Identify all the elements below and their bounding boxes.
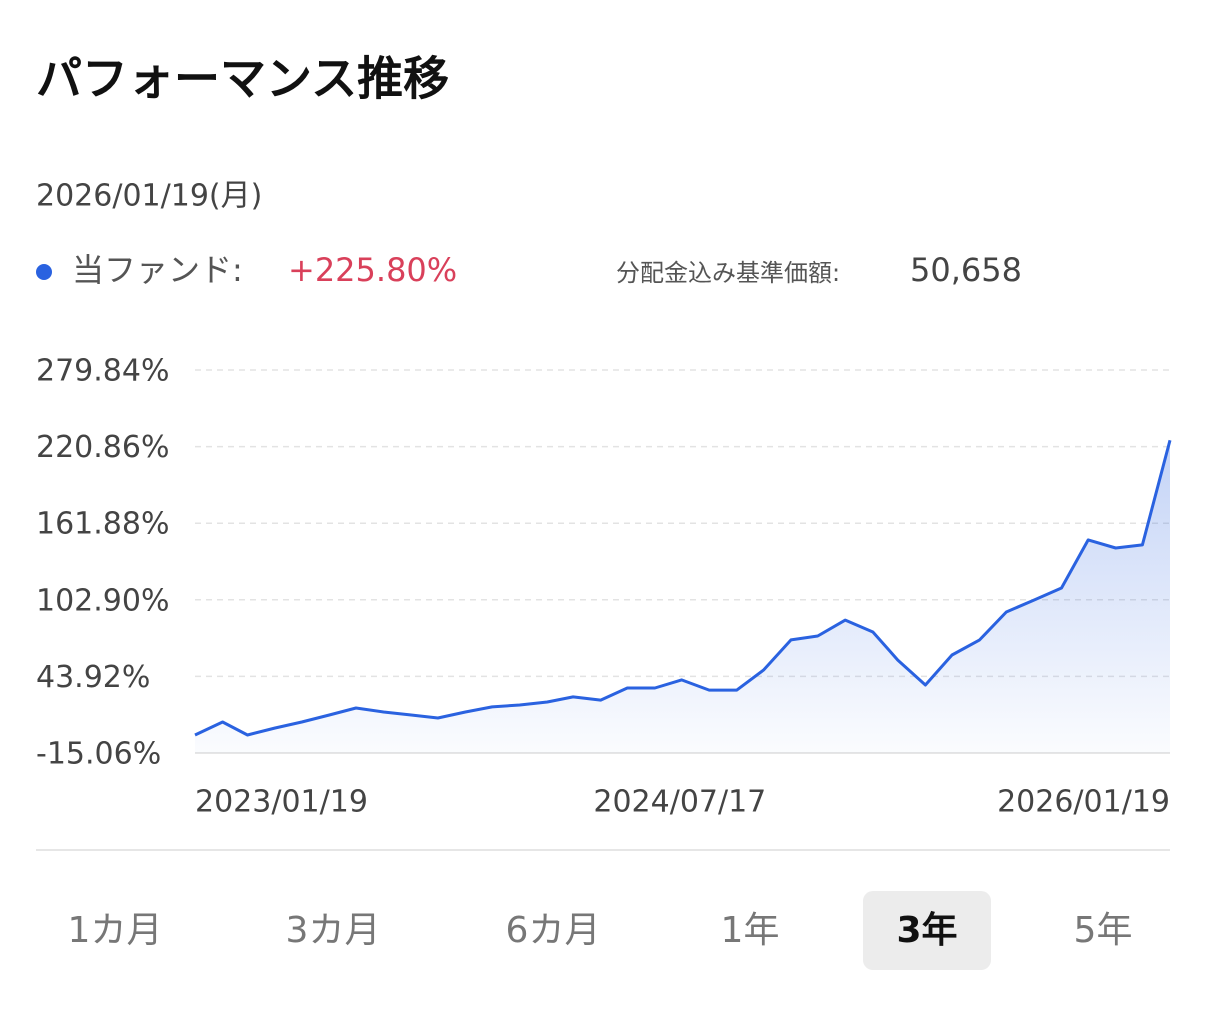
x-tick-label: 2024/07/17 [593, 785, 766, 820]
y-tick-label: -15.06% [36, 737, 161, 772]
x-tick-label: 2026/01/19 [997, 785, 1170, 820]
price-value: 50,658 [910, 251, 1022, 289]
price-label: 分配金込み基準価額: [616, 259, 840, 287]
tab[interactable]: 5年 [1074, 910, 1133, 951]
legend-dot [36, 264, 52, 280]
y-tick-label: 279.84% [36, 354, 169, 389]
tab[interactable]: 6カ月 [506, 910, 601, 951]
tab[interactable]: 1カ月 [68, 910, 163, 951]
date: 2026/01/19(月) [36, 179, 262, 214]
legend-label: 当ファンド: [72, 251, 243, 289]
x-tick-label: 2023/01/19 [195, 785, 368, 820]
tab[interactable]: 3カ月 [286, 910, 381, 951]
area [195, 440, 1170, 753]
y-tick-label: 43.92% [36, 660, 150, 695]
y-tick-label: 102.90% [36, 583, 169, 618]
y-tick-label: 161.88% [36, 507, 169, 542]
line [194, 439, 1172, 737]
plot: -15.06% 43.92% 102.90% 161.88% 220.86% 279.84… [36, 354, 1172, 820]
tab-active[interactable]: 3年 [896, 910, 957, 951]
active-tab-bg [863, 891, 991, 970]
title: パフォーマンス推移 [36, 52, 449, 106]
tab[interactable]: 1年 [721, 910, 780, 951]
legend-value: +225.80% [288, 251, 457, 289]
y-tick-label: 220.86% [36, 430, 169, 465]
